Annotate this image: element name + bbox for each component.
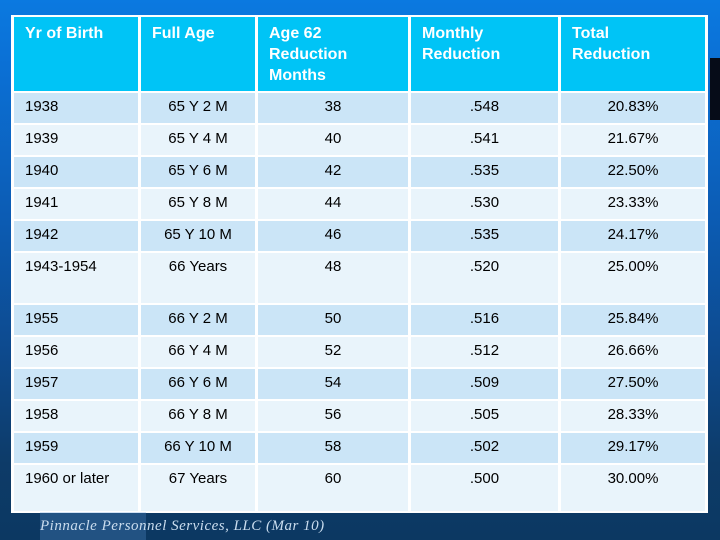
- table-row: 1958 66 Y 8 M 56 .505 28.33%: [14, 401, 705, 431]
- column-header-monthly-reduction: Monthly Reduction: [411, 17, 558, 91]
- table-row: 1955 66 Y 2 M 50 .516 25.84%: [14, 305, 705, 335]
- table-row: 1940 65 Y 6 M 42 .535 22.50%: [14, 157, 705, 187]
- cell-total-reduction: 25.00%: [561, 253, 705, 303]
- table-row: 1956 66 Y 4 M 52 .512 26.66%: [14, 337, 705, 367]
- cell-full-age: 65 Y 8 M: [141, 189, 255, 219]
- cell-year: 1939: [14, 125, 138, 155]
- cell-year: 1942: [14, 221, 138, 251]
- table-row: 1939 65 Y 4 M 40 .541 21.67%: [14, 125, 705, 155]
- cell-reduction-months: 42: [258, 157, 408, 187]
- table-row: 1957 66 Y 6 M 54 .509 27.50%: [14, 369, 705, 399]
- cell-full-age: 66 Y 8 M: [141, 401, 255, 431]
- cell-monthly-reduction: .548: [411, 93, 558, 123]
- cell-reduction-months: 58: [258, 433, 408, 463]
- table-header-row: Yr of Birth Full Age Age 62 Reduction Mo…: [14, 17, 705, 91]
- cell-reduction-months: 38: [258, 93, 408, 123]
- table-row: 1938 65 Y 2 M 38 .548 20.83%: [14, 93, 705, 123]
- cell-reduction-months: 52: [258, 337, 408, 367]
- cell-full-age: 66 Y 6 M: [141, 369, 255, 399]
- cell-year: 1958: [14, 401, 138, 431]
- cell-total-reduction: 24.17%: [561, 221, 705, 251]
- cell-total-reduction: 27.50%: [561, 369, 705, 399]
- cell-total-reduction: 28.33%: [561, 401, 705, 431]
- cell-full-age: 66 Y 2 M: [141, 305, 255, 335]
- cell-reduction-months: 60: [258, 465, 408, 511]
- cell-full-age: 65 Y 2 M: [141, 93, 255, 123]
- column-header-yr-of-birth: Yr of Birth: [14, 17, 138, 91]
- cell-monthly-reduction: .500: [411, 465, 558, 511]
- table-row: 1943-1954 66 Years 48 .520 25.00%: [14, 253, 705, 303]
- cell-reduction-months: 44: [258, 189, 408, 219]
- cell-monthly-reduction: .530: [411, 189, 558, 219]
- cell-year: 1940: [14, 157, 138, 187]
- cell-reduction-months: 54: [258, 369, 408, 399]
- cell-year: 1943-1954: [14, 253, 138, 303]
- footer-highlight-band: [40, 512, 146, 540]
- reduction-table-container: Yr of Birth Full Age Age 62 Reduction Mo…: [11, 15, 708, 513]
- reduction-table: Yr of Birth Full Age Age 62 Reduction Mo…: [11, 15, 708, 513]
- cell-total-reduction: 23.33%: [561, 189, 705, 219]
- cell-monthly-reduction: .512: [411, 337, 558, 367]
- cell-total-reduction: 22.50%: [561, 157, 705, 187]
- cell-monthly-reduction: .509: [411, 369, 558, 399]
- cell-full-age: 65 Y 10 M: [141, 221, 255, 251]
- cell-total-reduction: 21.67%: [561, 125, 705, 155]
- cell-monthly-reduction: .535: [411, 157, 558, 187]
- cell-full-age: 67 Years: [141, 465, 255, 511]
- cell-monthly-reduction: .505: [411, 401, 558, 431]
- cell-monthly-reduction: .516: [411, 305, 558, 335]
- column-header-full-age: Full Age: [141, 17, 255, 91]
- footer-credit: Pinnacle Personnel Services, LLC (Mar 10…: [40, 518, 325, 534]
- column-header-total-reduction: Total Reduction: [561, 17, 705, 91]
- cell-year: 1959: [14, 433, 138, 463]
- cell-monthly-reduction: .535: [411, 221, 558, 251]
- table-row: 1960 or later 67 Years 60 .500 30.00%: [14, 465, 705, 511]
- cell-reduction-months: 50: [258, 305, 408, 335]
- cell-total-reduction: 26.66%: [561, 337, 705, 367]
- cell-year: 1955: [14, 305, 138, 335]
- cell-reduction-months: 40: [258, 125, 408, 155]
- cell-year: 1956: [14, 337, 138, 367]
- cell-full-age: 66 Y 10 M: [141, 433, 255, 463]
- table-row: 1959 66 Y 10 M 58 .502 29.17%: [14, 433, 705, 463]
- cell-total-reduction: 29.17%: [561, 433, 705, 463]
- cell-year: 1960 or later: [14, 465, 138, 511]
- cell-year: 1957: [14, 369, 138, 399]
- cell-reduction-months: 48: [258, 253, 408, 303]
- table-row: 1942 65 Y 10 M 46 .535 24.17%: [14, 221, 705, 251]
- cell-full-age: 66 Y 4 M: [141, 337, 255, 367]
- table-row: 1941 65 Y 8 M 44 .530 23.33%: [14, 189, 705, 219]
- cell-year: 1941: [14, 189, 138, 219]
- dark-edge-shape: [710, 58, 720, 120]
- cell-reduction-months: 56: [258, 401, 408, 431]
- cell-total-reduction: 25.84%: [561, 305, 705, 335]
- cell-reduction-months: 46: [258, 221, 408, 251]
- cell-full-age: 65 Y 6 M: [141, 157, 255, 187]
- cell-monthly-reduction: .502: [411, 433, 558, 463]
- column-header-reduction-months: Age 62 Reduction Months: [258, 17, 408, 91]
- cell-full-age: 65 Y 4 M: [141, 125, 255, 155]
- cell-full-age: 66 Years: [141, 253, 255, 303]
- cell-monthly-reduction: .520: [411, 253, 558, 303]
- cell-total-reduction: 30.00%: [561, 465, 705, 511]
- cell-monthly-reduction: .541: [411, 125, 558, 155]
- cell-total-reduction: 20.83%: [561, 93, 705, 123]
- cell-year: 1938: [14, 93, 138, 123]
